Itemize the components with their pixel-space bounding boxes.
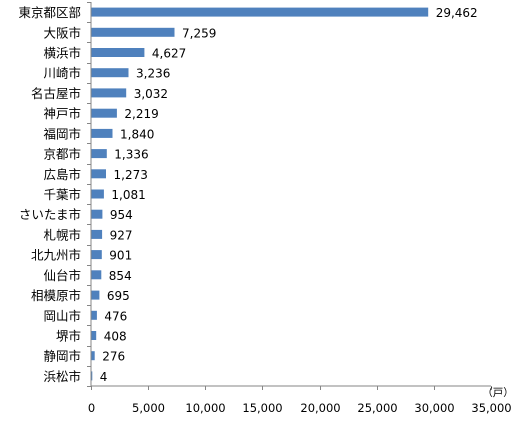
- bar: [91, 149, 107, 159]
- x-unit-label: （戸）: [482, 387, 514, 399]
- bar-value-label: 2,219: [124, 107, 158, 121]
- bar-value-label: 901: [109, 249, 132, 263]
- category-label: 北九州市: [31, 248, 81, 263]
- x-tick-label: 25,000: [357, 401, 397, 415]
- bar: [91, 331, 97, 340]
- bar-value-label: 954: [110, 208, 133, 222]
- bar: [91, 310, 97, 320]
- bar-value-label: 3,032: [134, 87, 168, 101]
- category-label: 広島市: [43, 167, 81, 182]
- category-label: 岡山市: [43, 308, 81, 323]
- bar: [91, 108, 117, 118]
- bar: [91, 351, 95, 361]
- category-label: 名古屋市: [31, 86, 81, 101]
- bar: [91, 88, 127, 98]
- labels-layer: 0 5,000 10,000 15,000 20,000 25,000 30,000 35,0…: [18, 5, 513, 415]
- category-label: 相模原市: [31, 288, 81, 303]
- bar: [91, 290, 100, 300]
- bar: [91, 189, 104, 199]
- category-label: 横浜市: [43, 46, 81, 61]
- x-tick-label: 5,000: [132, 401, 165, 415]
- category-label: 千葉市: [43, 187, 81, 202]
- category-label: 浜松市: [43, 369, 81, 384]
- bar: [91, 270, 102, 280]
- bar-value-label: 1,840: [120, 127, 154, 141]
- category-label: 川崎市: [43, 66, 81, 81]
- bar-value-label: 1,081: [111, 188, 145, 202]
- x-tick-label: 30,000: [414, 401, 454, 415]
- x-tick-label: 0: [88, 401, 95, 415]
- bar-value-label: 7,259: [182, 26, 216, 40]
- bar-value-label: 29,462: [436, 6, 478, 20]
- bar: [91, 250, 102, 260]
- category-label: 大阪市: [43, 25, 81, 40]
- bar-value-label: 854: [109, 269, 132, 283]
- x-tick-label: 10,000: [185, 401, 225, 415]
- category-label: 仙台市: [43, 268, 81, 283]
- bars-layer: [91, 7, 429, 381]
- bar: [91, 27, 175, 37]
- category-label: 東京都区部: [18, 5, 81, 20]
- bar: [91, 7, 429, 17]
- bar-value-label: 4: [100, 370, 108, 384]
- category-label: 静岡市: [43, 349, 81, 364]
- axis-layer: [87, 2, 492, 390]
- category-label: 札幌市: [43, 227, 81, 242]
- bar-value-label: 695: [107, 289, 130, 303]
- category-label: 福岡市: [43, 126, 81, 141]
- x-tick-label: 20,000: [300, 401, 340, 415]
- x-tick-label: 35,000: [471, 401, 511, 415]
- bar-value-label: 927: [110, 228, 133, 242]
- bar-value-label: 276: [102, 350, 125, 364]
- bar: [91, 48, 145, 57]
- bar-value-label: 408: [104, 330, 127, 344]
- bar: [91, 229, 103, 239]
- bar: [91, 68, 129, 78]
- category-label: 堺市: [56, 329, 81, 344]
- category-label: 京都市: [43, 147, 81, 162]
- x-tick-label: 15,000: [242, 401, 282, 415]
- bar: [91, 169, 106, 179]
- bar-value-label: 1,273: [114, 168, 148, 182]
- bar-value-label: 3,236: [136, 67, 170, 81]
- bar-value-label: 4,627: [152, 47, 186, 61]
- bar-value-label: 1,336: [114, 148, 148, 162]
- bar: [91, 209, 103, 219]
- category-label: さいたま市: [19, 207, 81, 222]
- bar: [91, 371, 93, 381]
- bar: [91, 128, 113, 138]
- bar-value-label: 476: [104, 309, 127, 323]
- category-label: 神戸市: [43, 106, 81, 121]
